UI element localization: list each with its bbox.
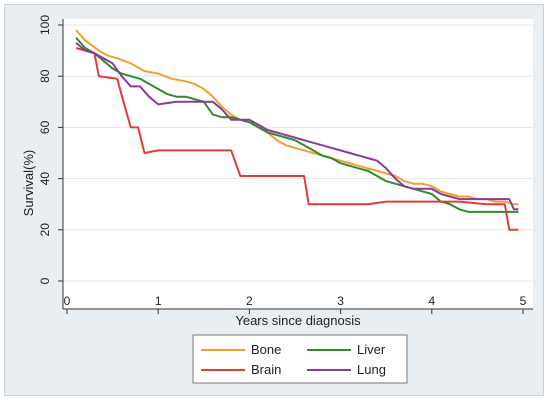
y-axis-title: Survival(%) xyxy=(21,150,36,216)
grid-lines xyxy=(63,24,533,282)
legend-label-lung: Lung xyxy=(357,362,386,377)
series-line-lung xyxy=(75,42,519,211)
chart-frame: 0 20 40 60 80 100 0 1 2 3 4 5 Years since diagnosis… xyxy=(4,4,544,396)
x-tick-label-4: 4 xyxy=(428,294,435,308)
legend: Bone Liver Brain Lung xyxy=(192,334,408,384)
survival-chart: 0 20 40 60 80 100 0 1 2 3 4 5 Years since diagnosis… xyxy=(21,15,533,384)
plot-area xyxy=(63,19,533,309)
series-line-brain xyxy=(75,47,519,231)
y-tick-label-80: 80 xyxy=(38,69,52,83)
y-tick-label-60: 60 xyxy=(38,120,52,134)
tick-labels: 0 20 40 60 80 100 0 1 2 3 4 5 xyxy=(38,15,527,308)
x-tick-label-2: 2 xyxy=(246,294,253,308)
x-tick-label-5: 5 xyxy=(520,294,527,308)
y-tick-label-40: 40 xyxy=(38,172,52,186)
y-tick-label-100: 100 xyxy=(38,15,52,35)
legend-label-bone: Bone xyxy=(251,342,281,357)
x-axis-title: Years since diagnosis xyxy=(235,313,361,328)
series-line-bone xyxy=(75,29,519,206)
legend-label-brain: Brain xyxy=(251,362,281,377)
x-tick-label-0: 0 xyxy=(64,294,71,308)
legend-label-liver: Liver xyxy=(357,342,386,357)
y-tick-label-20: 20 xyxy=(38,223,52,237)
legend-box xyxy=(192,334,408,384)
series-line-liver xyxy=(75,37,519,213)
x-tick-label-3: 3 xyxy=(337,294,344,308)
series-lines xyxy=(75,29,519,231)
axes xyxy=(58,19,533,314)
y-tick-label-0: 0 xyxy=(38,277,52,284)
x-tick-label-1: 1 xyxy=(155,294,162,308)
